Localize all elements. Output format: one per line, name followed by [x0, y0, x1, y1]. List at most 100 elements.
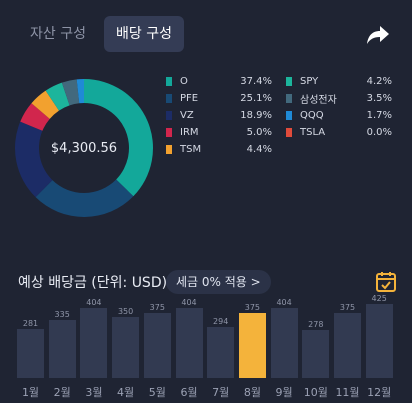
legend-item: VZ 18.9% [166, 107, 272, 124]
legend-name: 삼성전자 [300, 95, 337, 106]
donut-slice-TSM [31, 90, 59, 119]
legend-column-1: O 37.4% PFE 25.1% VZ 18.9% IRM 5.0% TSM 4.4% [166, 73, 272, 158]
monthly-dividend-bar-chart: 281 1월 335 2월 404 3월 350 4월 375 5월 404 6월 294 7월 375 8월… [0, 294, 412, 403]
bar-column: 425 [365, 294, 393, 378]
legend-value: 4.4% [246, 144, 272, 155]
month-tick-label: 10월 [303, 386, 328, 399]
legend-value: 4.2% [366, 76, 392, 87]
bar-column: 281 [17, 300, 44, 378]
legend-item: 삼성전자 3.5% [286, 90, 392, 107]
month-tick-label: 12월 [367, 386, 392, 399]
donut-slice-삼성전자 [61, 79, 80, 106]
legend-swatch [166, 128, 172, 137]
bar-value-label: 375 [339, 303, 356, 312]
legend-swatch [166, 145, 172, 154]
legend-swatch [286, 111, 292, 120]
legend-swatch [166, 111, 172, 120]
legend-item: SPY 4.2% [286, 73, 392, 90]
bar-9월[interactable] [270, 307, 298, 378]
bar-12월[interactable] [365, 304, 393, 378]
bar-8월[interactable] [238, 313, 266, 378]
month-tick-label: 3월 [85, 386, 103, 399]
legend-name: PFE [180, 93, 199, 104]
donut-slice-SPY [45, 82, 70, 111]
bar-value-label: 278 [308, 319, 324, 329]
bar-column: 375 [143, 300, 171, 378]
legend-name: IRM [180, 127, 199, 138]
month-tick-label: 9월 [275, 386, 293, 399]
bar-value-label: 350 [117, 307, 134, 317]
legend-value: 0.0% [366, 127, 392, 138]
legend-item: TSM 4.4% [166, 141, 272, 158]
legend-item: O 37.4% [166, 73, 272, 90]
tab-asset-composition[interactable]: 자산 구성 [30, 26, 86, 42]
bar-column: 294 [207, 300, 235, 378]
bar-column: 278 [302, 300, 330, 378]
tax-apply-button[interactable]: 세금 0% 적용 > [166, 270, 271, 294]
bar-value-label: 375 [244, 303, 261, 312]
bar-value-label: 425 [371, 294, 387, 304]
bar-3월[interactable] [80, 307, 108, 378]
bar-column: 404 [80, 298, 108, 378]
legend-item: TSLA 0.0% [286, 124, 392, 141]
legend-swatch [166, 94, 172, 103]
month-tick-label: 5월 [148, 386, 166, 399]
legend-value: 37.4% [240, 76, 272, 87]
month-tick-label: 7월 [212, 386, 230, 399]
bar-value-label: 404 [86, 297, 102, 307]
bar-5월[interactable] [143, 313, 171, 378]
bar-column: 404 [175, 298, 203, 378]
bar-value-label: 335 [54, 309, 70, 319]
bar-value-label: 404 [181, 297, 197, 307]
month-tick-label: 4월 [117, 386, 135, 399]
bar-value-label: 404 [276, 297, 292, 307]
bar-value-label: 294 [213, 317, 229, 327]
legend-name: TSM [180, 144, 202, 155]
calendar-icon[interactable] [375, 271, 397, 293]
legend-item: QQQ 1.7% [286, 107, 392, 124]
legend-name: VZ [180, 110, 194, 121]
legend-value: 1.7% [366, 110, 392, 121]
legend-name: TSLA [300, 127, 326, 138]
donut-slice-O [84, 79, 154, 197]
tab-dividend-composition[interactable]: 배당 구성 [103, 16, 184, 52]
dividend-section-title: 예상 배당금 (단위: USD) [18, 275, 168, 291]
bar-7월[interactable] [207, 327, 235, 378]
legend-name: SPY [300, 76, 319, 87]
donut-slice-VZ [15, 121, 53, 198]
legend-swatch [286, 94, 292, 103]
bar-column: 350 [112, 300, 140, 378]
bar-value-label: 375 [149, 303, 165, 312]
month-tick-label: 11월 [335, 386, 360, 399]
donut-slice-QQQ [76, 79, 84, 104]
month-tick-label: 1월 [21, 386, 40, 399]
bar-2월[interactable] [48, 319, 76, 378]
dividend-donut-chart: $4,300.56 [14, 78, 154, 218]
tab-bar: 자산 구성 배당 구성 [18, 16, 184, 52]
legend-value: 25.1% [240, 93, 272, 104]
legend-value: 18.9% [240, 110, 272, 121]
legend-name: O [180, 76, 188, 87]
legend-column-2: SPY 4.2% 삼성전자 3.5% QQQ 1.7% TSLA 0.0% [286, 73, 392, 141]
donut-svg [15, 79, 154, 217]
month-tick-label: 2월 [53, 386, 71, 399]
donut-total-label: $4,300.56 [50, 140, 118, 156]
bar-column: 335 [48, 300, 76, 378]
donut-slice-PFE [35, 179, 134, 217]
bar-11월[interactable] [334, 313, 361, 378]
share-arrow-icon[interactable] [366, 24, 390, 46]
bar-column: 404 [270, 298, 298, 378]
month-tick-label: 8월 [243, 386, 261, 399]
legend-value: 3.5% [366, 93, 392, 104]
bar-6월[interactable] [175, 307, 203, 378]
bar-4월[interactable] [112, 317, 140, 378]
bar-value-label: 281 [22, 319, 39, 329]
legend-item: PFE 25.1% [166, 90, 272, 107]
legend-swatch [286, 128, 292, 137]
legend-swatch [286, 77, 292, 86]
month-tick-label: 6월 [180, 386, 198, 399]
legend-item: IRM 5.0% [166, 124, 272, 141]
bar-10월[interactable] [302, 329, 330, 378]
bar-1월[interactable] [17, 329, 44, 378]
legend-swatch [166, 77, 172, 86]
